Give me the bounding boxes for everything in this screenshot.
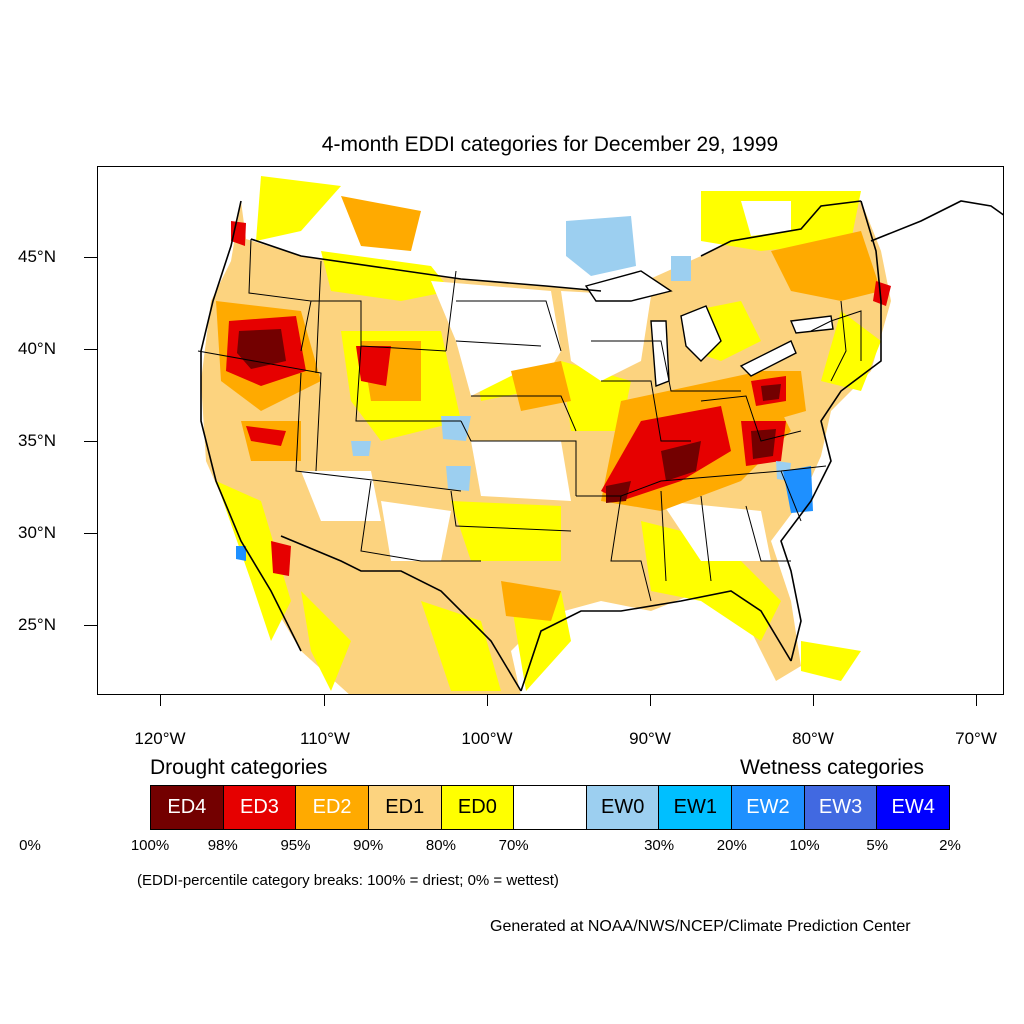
normal-areas [301,201,791,561]
lat-tick-25 [84,625,97,626]
lon-label-100: 100°W [461,729,513,748]
legend-box-ew2: EW2 [732,786,805,829]
legend-break-label: 80% [425,837,456,854]
lat-label-35: 35°N [18,431,56,450]
legend-break-label: 20% [716,837,747,854]
state-boundaries [197,238,862,602]
ew0-areas [351,216,791,491]
us-map-drawing [197,176,1003,694]
lon-tick-120 [160,695,161,706]
lon-label-80: 80°W [792,729,834,748]
legend-box-ew3: EW3 [804,786,878,829]
lon-label-120: 120°W [134,729,186,748]
lat-tick-35 [84,441,97,442]
drought-heading: Drought categories [150,756,328,779]
legend-box-ed0: ED0 [441,786,515,829]
legend-break-label: 0% [19,837,41,854]
lat-label-45: 45°N [18,247,56,266]
legend-break-label: 10% [789,837,820,854]
lat-label-40: 40°N [18,339,56,358]
legend-break-label: 100% [130,837,170,854]
legend-box-ew0: EW0 [586,786,660,829]
lon-tick-80 [813,695,814,706]
lon-tick-70 [976,695,977,706]
lon-tick-100 [487,695,488,706]
legend-break-label: 90% [353,837,384,854]
lon-tick-90 [650,695,651,706]
legend-break-label: 70% [498,837,529,854]
legend-break-label: 95% [280,837,311,854]
country-borders [200,200,1003,692]
legend-break-label: 5% [866,837,889,854]
ed4-areas [237,329,781,503]
lon-tick-110 [324,695,325,706]
lat-label-25: 25°N [18,615,56,634]
legend-colorbar: ED4 ED3 ED2 ED1 ED0 EW0 EW1 EW2 EW3 EW4 [150,785,950,830]
lon-label-90: 90°W [629,729,671,748]
lat-tick-45 [84,257,97,258]
lat-tick-30 [84,533,97,534]
ew2-areas [236,466,813,561]
legend-break-label: 98% [207,837,238,854]
legend-box-ed4: ED4 [151,786,224,829]
lat-label-30: 30°N [18,523,56,542]
legend-box-ew4: EW4 [877,786,950,829]
legend-box-ew1: EW1 [659,786,733,829]
lon-label-110: 110°W [300,729,350,748]
legend-break-label: 2% [939,837,961,854]
category-note: (EDDI-percentile category breaks: 100% =… [137,872,559,889]
map-title: 4-month EDDI categories for December 29,… [321,133,779,156]
lon-label-70: 70°W [955,729,997,748]
legend-box-normal [514,786,587,829]
legend-box-ed3: ED3 [223,786,297,829]
lat-tick-40 [84,349,97,350]
credit-line: Generated at NOAA/NWS/NCEP/Climate Predi… [490,918,911,935]
map-panel [97,166,1004,695]
legend-box-ed2: ED2 [296,786,369,829]
legend-box-ed1: ED1 [368,786,442,829]
great-lakes [584,270,834,387]
legend-break-label: 30% [644,837,675,854]
wetness-heading: Wetness categories [740,756,925,779]
